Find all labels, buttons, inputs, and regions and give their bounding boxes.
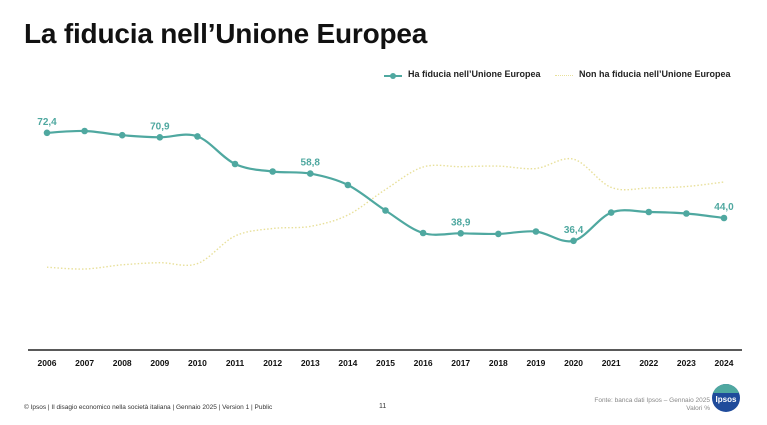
footer-text: © Ipsos | Il disagio economico nella soc… (24, 404, 273, 411)
x-tick-label: 2012 (263, 358, 282, 368)
data-point-trust (419, 229, 427, 237)
data-point-trust (43, 129, 51, 137)
page-title: La fiducia nell’Unione Europea (24, 18, 428, 49)
x-tick-label: 2007 (75, 358, 94, 368)
x-tick-label: 2009 (150, 358, 169, 368)
x-tick-label: 2023 (677, 358, 696, 368)
x-tick-label: 2016 (414, 358, 433, 368)
source-line: Fonte: banca dati Ipsos – Gennaio 2025 (594, 397, 710, 404)
page-number: 11 (379, 403, 387, 410)
x-tick-label: 2014 (338, 358, 357, 368)
x-tick-label: 2013 (301, 358, 320, 368)
x-tick-label: 2010 (188, 358, 207, 368)
series-line-distrust (46, 157, 725, 270)
data-point-trust (156, 134, 164, 141)
data-point-trust (683, 210, 690, 217)
data-point-trust (382, 207, 389, 214)
data-label-trust: 36,4 (564, 225, 584, 236)
legend-swatch-distrust (555, 75, 573, 76)
data-point-trust (194, 133, 201, 140)
x-tick-label: 2017 (451, 358, 470, 368)
data-point-trust (118, 131, 126, 139)
data-point-trust (532, 228, 540, 235)
x-tick-label: 2008 (113, 358, 132, 368)
series-line-trust (46, 129, 725, 243)
data-point-trust (231, 160, 239, 168)
legend-label-distrust: Non ha fiducia nell’Unione Europea (579, 69, 731, 79)
data-point-trust (607, 209, 615, 216)
data-point-trust (306, 170, 314, 177)
x-tick-label: 2022 (639, 358, 658, 368)
x-tick-label: 2020 (564, 358, 583, 368)
legend-item-distrust: Non ha fiducia nell’Unione Europea (555, 69, 731, 83)
logo-text: Ipsos (715, 395, 737, 404)
data-label-trust: 70,9 (150, 121, 170, 132)
data-label-trust: 44,0 (714, 202, 734, 213)
data-point-trust (645, 208, 653, 216)
x-tick-label: 2019 (526, 358, 545, 368)
units-note: Valori % (686, 405, 710, 412)
source-note: Fonte: banca dati Ipsos – Gennaio 2025 V… (560, 397, 710, 413)
data-label-trust: 38,9 (451, 217, 471, 228)
data-point-trust (344, 181, 352, 189)
data-point-trust (570, 237, 577, 245)
data-label-trust: 72,4 (37, 117, 57, 128)
legend-item-trust: Ha fiducia nell’Unione Europea (384, 69, 544, 83)
x-tick-label: 2024 (715, 358, 734, 368)
x-tick-label: 2018 (489, 358, 508, 368)
data-point-trust (81, 127, 88, 135)
x-tick-label: 2015 (376, 358, 395, 368)
data-point-trust (457, 230, 465, 237)
ipsos-logo: Ipsos (712, 384, 740, 412)
x-tick-label: 2011 (226, 358, 245, 368)
legend-swatch-trust (384, 73, 402, 79)
x-tick-label: 2021 (602, 358, 621, 368)
data-point-trust (495, 230, 502, 238)
legend-label-trust: Ha fiducia nell’Unione Europea (408, 69, 541, 79)
data-point-trust (720, 214, 728, 222)
data-label-trust: 58,8 (301, 158, 321, 169)
data-point-trust (269, 168, 276, 175)
x-tick-label: 2006 (38, 358, 57, 368)
